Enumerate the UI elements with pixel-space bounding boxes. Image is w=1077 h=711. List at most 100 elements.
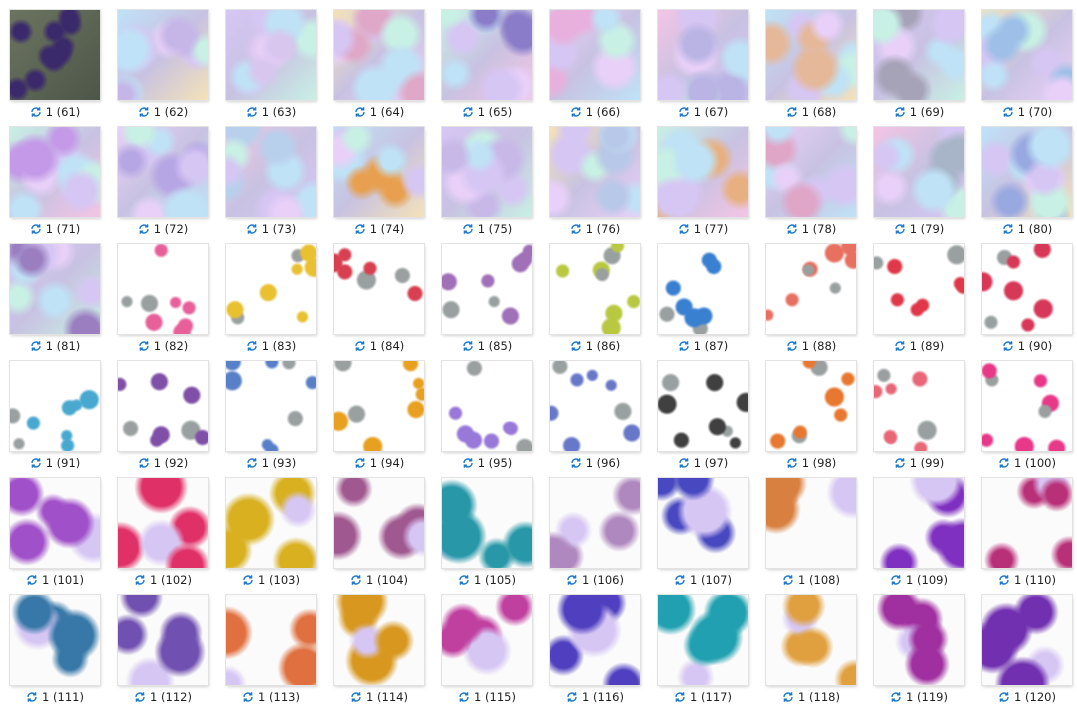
file-item[interactable]: 1 (91) <box>1 361 109 477</box>
file-label[interactable]: 1 (61) <box>1 104 109 120</box>
thumbnail[interactable] <box>10 361 100 451</box>
thumbnail[interactable] <box>874 361 964 451</box>
file-label[interactable]: 1 (92) <box>109 455 217 471</box>
thumbnail[interactable] <box>550 361 640 451</box>
file-label[interactable]: 1 (71) <box>1 221 109 237</box>
file-label[interactable]: 1 (114) <box>325 689 433 705</box>
file-label[interactable]: 1 (84) <box>325 338 433 354</box>
file-label[interactable]: 1 (95) <box>433 455 541 471</box>
file-label[interactable]: 1 (97) <box>649 455 757 471</box>
file-label[interactable]: 1 (105) <box>433 572 541 588</box>
file-item[interactable]: 1 (72) <box>109 127 217 243</box>
file-item[interactable]: 1 (86) <box>541 244 649 360</box>
file-item[interactable]: 1 (120) <box>973 595 1077 711</box>
thumbnail[interactable] <box>874 10 964 100</box>
file-item[interactable]: 1 (66) <box>541 10 649 126</box>
thumbnail[interactable] <box>982 244 1072 334</box>
thumbnail[interactable] <box>442 361 532 451</box>
thumbnail[interactable] <box>442 595 532 685</box>
file-label[interactable]: 1 (88) <box>757 338 865 354</box>
thumbnail[interactable] <box>766 361 856 451</box>
thumbnail[interactable] <box>226 244 316 334</box>
file-item[interactable]: 1 (89) <box>865 244 973 360</box>
file-label[interactable]: 1 (89) <box>865 338 973 354</box>
file-label[interactable]: 1 (98) <box>757 455 865 471</box>
file-item[interactable]: 1 (77) <box>649 127 757 243</box>
file-label[interactable]: 1 (116) <box>541 689 649 705</box>
file-item[interactable]: 1 (112) <box>109 595 217 711</box>
thumbnail[interactable] <box>766 478 856 568</box>
thumbnail[interactable] <box>658 127 748 217</box>
file-label[interactable]: 1 (64) <box>325 104 433 120</box>
thumbnail[interactable] <box>118 127 208 217</box>
file-item[interactable]: 1 (110) <box>973 478 1077 594</box>
file-item[interactable]: 1 (82) <box>109 244 217 360</box>
thumbnail[interactable] <box>658 10 748 100</box>
thumbnail[interactable] <box>10 244 100 334</box>
file-item[interactable]: 1 (73) <box>217 127 325 243</box>
file-label[interactable]: 1 (112) <box>109 689 217 705</box>
file-item[interactable]: 1 (79) <box>865 127 973 243</box>
thumbnail[interactable] <box>766 127 856 217</box>
file-item[interactable]: 1 (99) <box>865 361 973 477</box>
thumbnail[interactable] <box>334 478 424 568</box>
file-label[interactable]: 1 (117) <box>649 689 757 705</box>
file-label[interactable]: 1 (93) <box>217 455 325 471</box>
file-label[interactable]: 1 (67) <box>649 104 757 120</box>
thumbnail[interactable] <box>226 10 316 100</box>
thumbnail[interactable] <box>334 244 424 334</box>
file-item[interactable]: 1 (100) <box>973 361 1077 477</box>
thumbnail[interactable] <box>982 478 1072 568</box>
file-item[interactable]: 1 (111) <box>1 595 109 711</box>
thumbnail[interactable] <box>550 244 640 334</box>
thumbnail[interactable] <box>118 10 208 100</box>
file-label[interactable]: 1 (86) <box>541 338 649 354</box>
thumbnail[interactable] <box>766 244 856 334</box>
file-item[interactable]: 1 (101) <box>1 478 109 594</box>
file-item[interactable]: 1 (95) <box>433 361 541 477</box>
file-label[interactable]: 1 (115) <box>433 689 541 705</box>
file-item[interactable]: 1 (76) <box>541 127 649 243</box>
file-item[interactable]: 1 (105) <box>433 478 541 594</box>
file-item[interactable]: 1 (118) <box>757 595 865 711</box>
file-item[interactable]: 1 (65) <box>433 10 541 126</box>
file-label[interactable]: 1 (83) <box>217 338 325 354</box>
file-label[interactable]: 1 (108) <box>757 572 865 588</box>
file-label[interactable]: 1 (74) <box>325 221 433 237</box>
file-item[interactable]: 1 (93) <box>217 361 325 477</box>
thumbnail[interactable] <box>550 595 640 685</box>
thumbnail[interactable] <box>334 10 424 100</box>
file-item[interactable]: 1 (98) <box>757 361 865 477</box>
file-label[interactable]: 1 (110) <box>973 572 1077 588</box>
file-item[interactable]: 1 (103) <box>217 478 325 594</box>
thumbnail[interactable] <box>118 595 208 685</box>
file-label[interactable]: 1 (111) <box>1 689 109 705</box>
thumbnail[interactable] <box>10 478 100 568</box>
file-item[interactable]: 1 (64) <box>325 10 433 126</box>
thumbnail[interactable] <box>334 595 424 685</box>
file-label[interactable]: 1 (96) <box>541 455 649 471</box>
file-label[interactable]: 1 (106) <box>541 572 649 588</box>
file-item[interactable]: 1 (63) <box>217 10 325 126</box>
file-item[interactable]: 1 (102) <box>109 478 217 594</box>
file-label[interactable]: 1 (102) <box>109 572 217 588</box>
file-item[interactable]: 1 (116) <box>541 595 649 711</box>
file-item[interactable]: 1 (97) <box>649 361 757 477</box>
file-label[interactable]: 1 (72) <box>109 221 217 237</box>
file-item[interactable]: 1 (94) <box>325 361 433 477</box>
thumbnail[interactable] <box>982 361 1072 451</box>
thumbnail[interactable] <box>874 478 964 568</box>
file-label[interactable]: 1 (75) <box>433 221 541 237</box>
file-label[interactable]: 1 (62) <box>109 104 217 120</box>
file-item[interactable]: 1 (62) <box>109 10 217 126</box>
thumbnail[interactable] <box>982 127 1072 217</box>
file-label[interactable]: 1 (101) <box>1 572 109 588</box>
file-item[interactable]: 1 (113) <box>217 595 325 711</box>
thumbnail[interactable] <box>226 478 316 568</box>
file-label[interactable]: 1 (79) <box>865 221 973 237</box>
thumbnail[interactable] <box>442 127 532 217</box>
file-label[interactable]: 1 (85) <box>433 338 541 354</box>
thumbnail[interactable] <box>442 478 532 568</box>
file-label[interactable]: 1 (113) <box>217 689 325 705</box>
file-item[interactable]: 1 (90) <box>973 244 1077 360</box>
